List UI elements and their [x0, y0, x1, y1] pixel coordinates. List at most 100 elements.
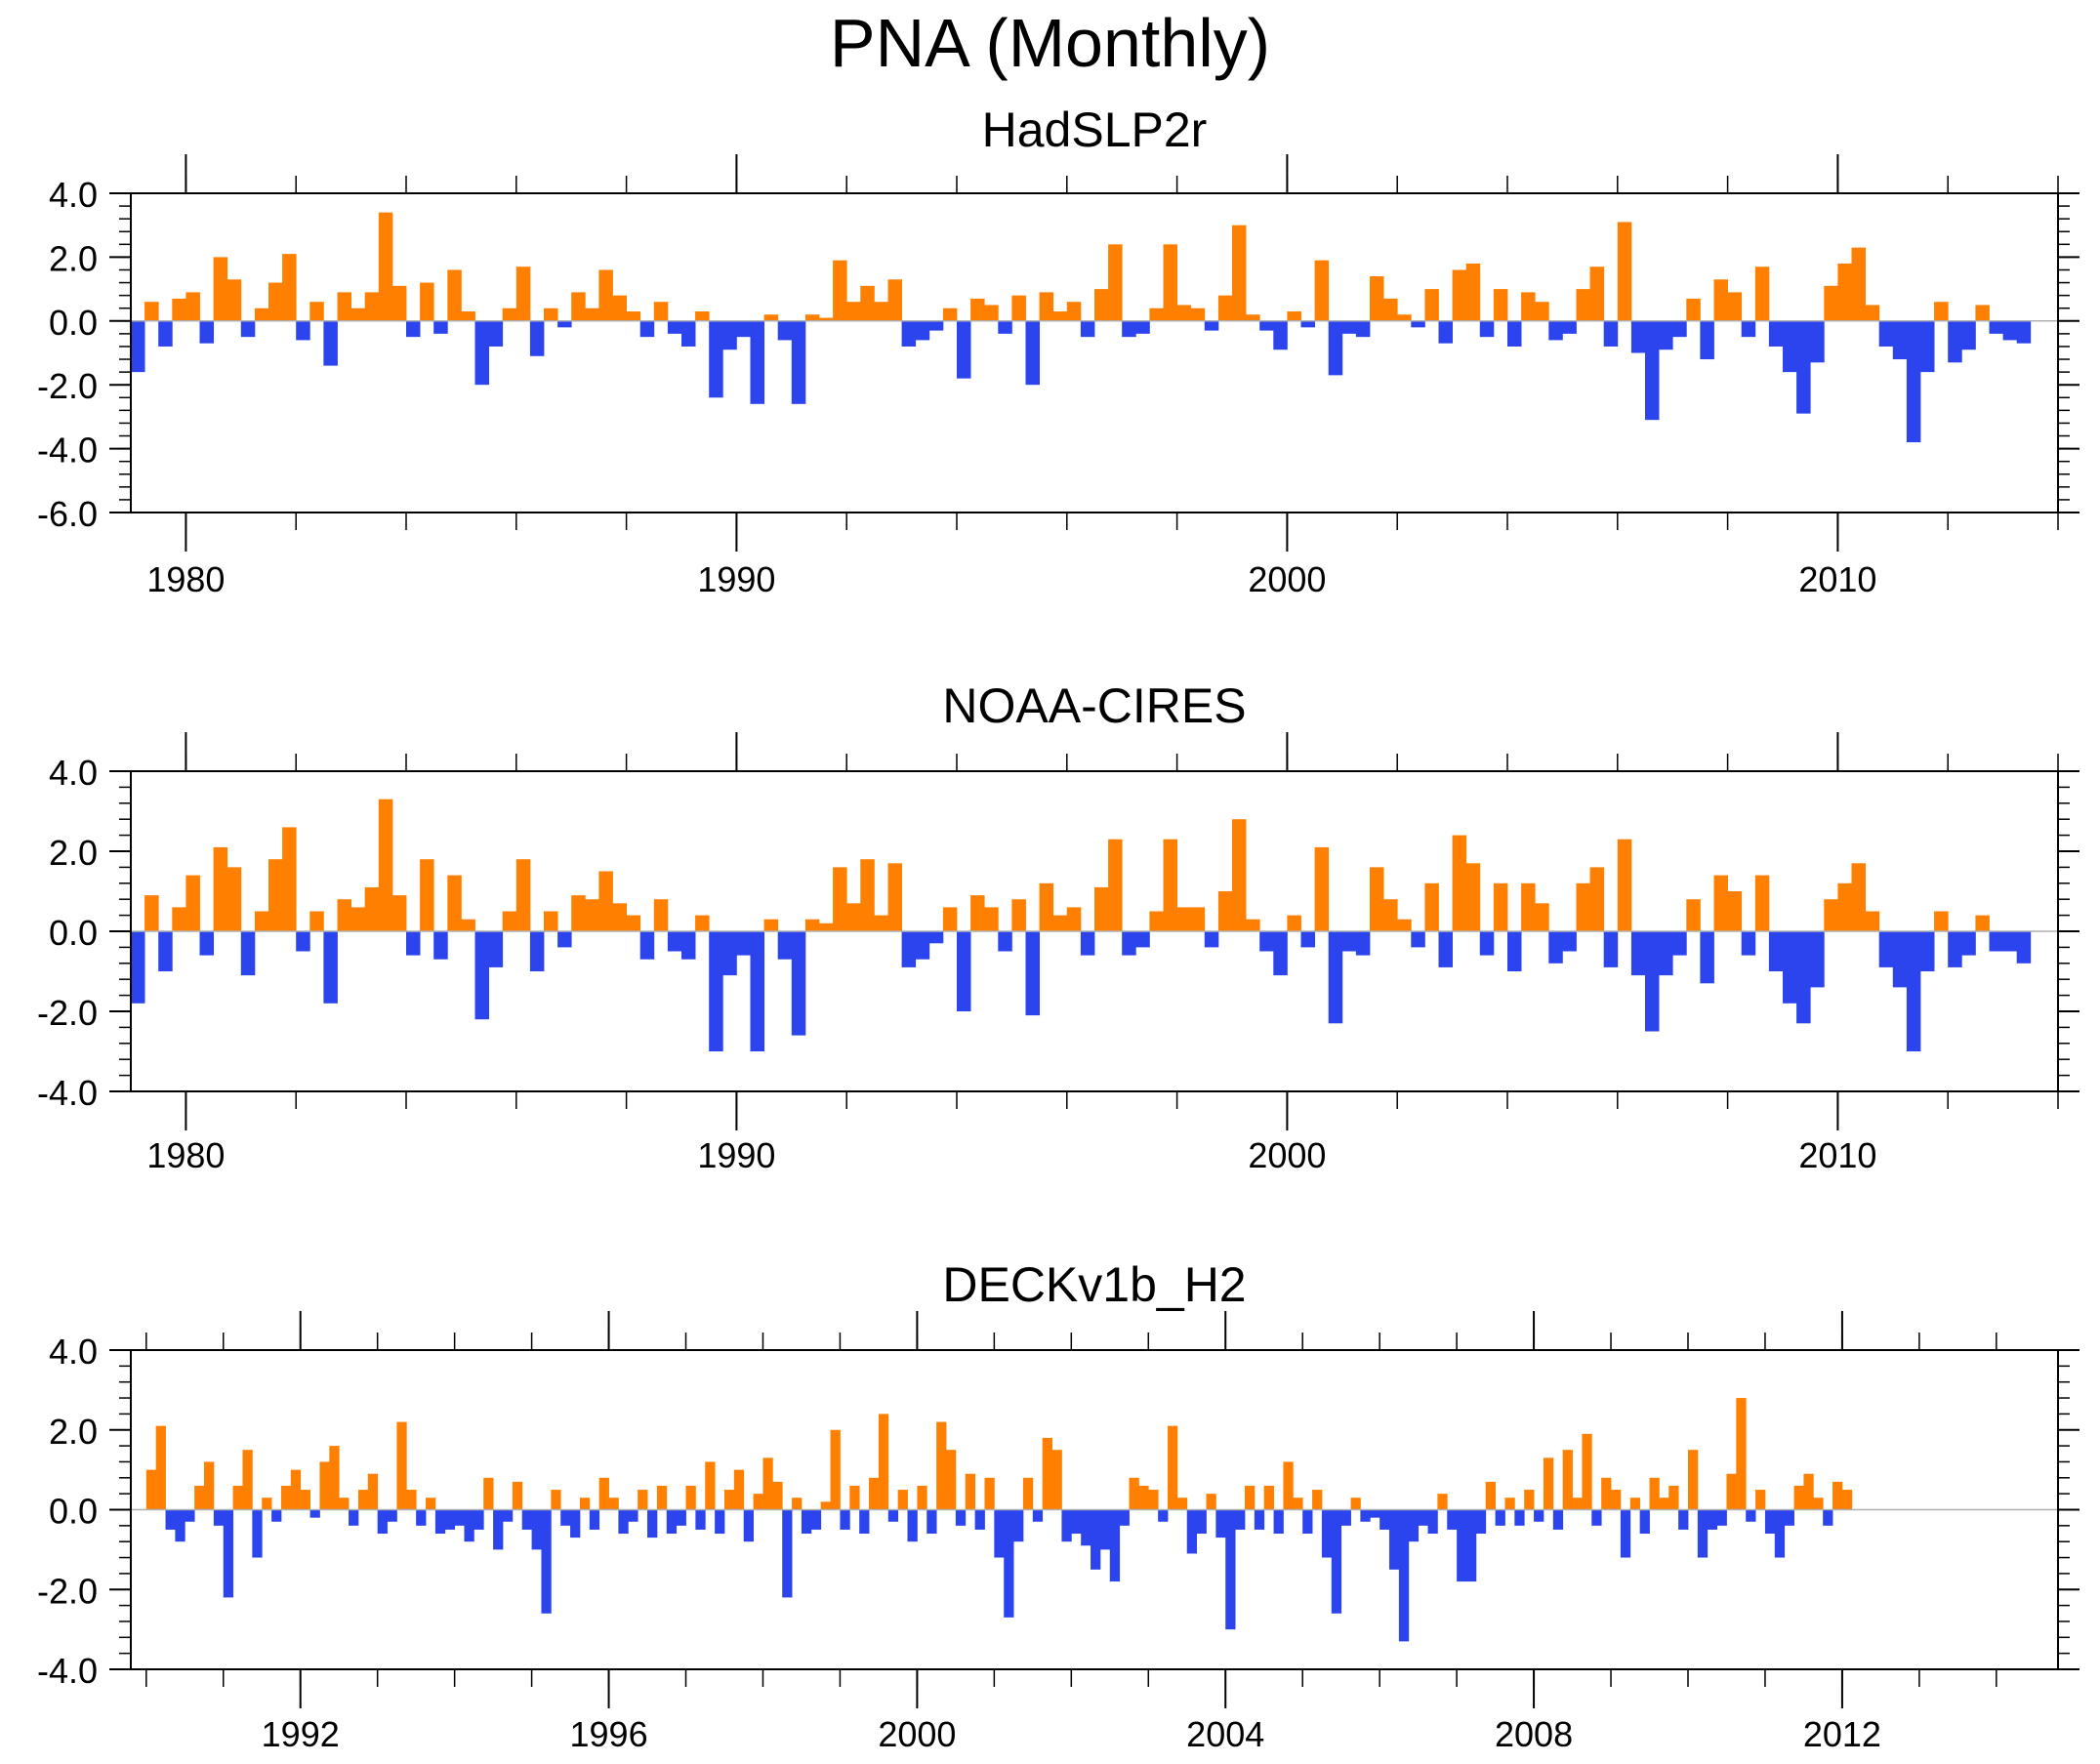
negative-bar	[493, 1509, 504, 1550]
positive-bar	[1521, 882, 1536, 931]
negative-bar	[1273, 931, 1288, 976]
negative-bar	[1013, 1509, 1024, 1542]
positive-bar	[638, 1490, 648, 1510]
negative-bar	[131, 931, 145, 1004]
negative-bar	[387, 1509, 397, 1522]
negative-bar	[1768, 931, 1784, 971]
positive-bar	[1350, 1497, 1361, 1510]
negative-bar	[676, 1509, 686, 1526]
negative-bar	[296, 320, 310, 341]
positive-bar	[213, 846, 228, 931]
positive-bar	[357, 1490, 369, 1510]
negative-bar	[1495, 1509, 1505, 1526]
positive-bar	[1524, 1490, 1535, 1510]
positive-bar	[598, 269, 613, 321]
positive-bar	[846, 302, 861, 321]
negative-bar	[1961, 931, 1976, 956]
positive-bar	[1424, 882, 1439, 931]
positive-bar	[1589, 867, 1605, 931]
y-tick-label: 2.0	[49, 1412, 98, 1452]
positive-bar	[598, 1477, 609, 1510]
negative-bar	[213, 1509, 225, 1526]
negative-bar	[994, 1509, 1005, 1558]
positive-bar	[1383, 298, 1398, 321]
positive-bar	[860, 285, 875, 321]
negative-bar	[1645, 320, 1660, 421]
negative-bar	[667, 320, 682, 334]
positive-bar	[887, 279, 902, 321]
positive-bar	[1437, 1494, 1448, 1510]
negative-bar	[1700, 931, 1714, 984]
positive-bar	[1370, 276, 1384, 321]
negative-bar	[1135, 320, 1150, 334]
positive-bar	[571, 895, 586, 931]
negative-bar	[1906, 320, 1921, 443]
negative-bar	[1948, 320, 1962, 363]
negative-bar	[1427, 1509, 1438, 1535]
positive-bar	[1726, 1473, 1737, 1510]
positive-bar	[874, 302, 888, 321]
negative-bar	[502, 1509, 514, 1522]
negative-bar	[709, 320, 723, 398]
positive-bar	[350, 308, 366, 321]
positive-bar	[1108, 244, 1123, 321]
negative-bar	[1235, 1509, 1246, 1530]
negative-bar	[791, 931, 806, 1036]
negative-bar	[750, 931, 764, 1051]
positive-bar	[763, 314, 779, 321]
negative-bar	[1447, 1509, 1458, 1530]
positive-bar	[1283, 1461, 1294, 1510]
x-tick-label: 2000	[1248, 1135, 1326, 1175]
positive-bar	[378, 212, 393, 321]
panel-title: HadSLP2r	[982, 103, 1208, 157]
positive-bar	[461, 310, 475, 321]
positive-bar	[1576, 289, 1590, 321]
negative-bar	[1591, 1509, 1602, 1526]
negative-bar	[1892, 931, 1908, 988]
positive-bar	[1094, 289, 1109, 321]
positive-bar	[337, 292, 351, 321]
negative-bar	[1370, 1509, 1380, 1518]
positive-bar	[1168, 1425, 1178, 1510]
negative-bar	[722, 320, 737, 350]
y-tick-label: -2.0	[37, 993, 98, 1033]
negative-bar	[1620, 1509, 1631, 1558]
positive-bar	[242, 1450, 253, 1510]
positive-bar	[1163, 244, 1177, 321]
negative-bar	[1562, 320, 1577, 334]
positive-bar	[1314, 260, 1330, 321]
positive-bar	[364, 886, 380, 931]
negative-bar	[474, 1509, 484, 1530]
negative-bar	[1774, 1509, 1786, 1558]
negative-bar	[618, 1509, 629, 1535]
positive-bar	[1263, 1485, 1274, 1510]
negative-bar	[2002, 320, 2018, 341]
negative-bar	[165, 1509, 176, 1530]
positive-bar	[1163, 839, 1177, 931]
x-tick-label: 2010	[1798, 1135, 1876, 1175]
positive-bar	[1649, 1477, 1660, 1510]
negative-bar	[1603, 931, 1619, 967]
positive-bar	[262, 1497, 272, 1510]
positive-bar	[1572, 1497, 1583, 1510]
positive-bar	[1246, 919, 1260, 931]
negative-bar	[1398, 1509, 1410, 1642]
y-tick-label: -4.0	[37, 1073, 98, 1113]
negative-bar	[1225, 1509, 1236, 1630]
positive-bar	[204, 1461, 215, 1510]
positive-bar	[1865, 305, 1880, 321]
negative-bar	[377, 1509, 388, 1535]
positive-bar	[1176, 305, 1192, 321]
positive-bar	[1287, 310, 1301, 321]
negative-bar	[309, 1509, 320, 1518]
panel-2: NOAA-CIRES 4.0 2.0 0.0 -2.0 -4.0 1980 1990 2000 2…	[37, 678, 2079, 1175]
negative-bar	[1697, 1509, 1709, 1558]
positive-bar	[1686, 899, 1701, 931]
y-tick-label: -2.0	[37, 1571, 98, 1611]
negative-bar	[1948, 931, 1962, 967]
positive-bar	[502, 308, 517, 321]
x-tick-label: 1990	[697, 559, 775, 599]
negative-bar	[1273, 320, 1288, 350]
positive-bar	[1934, 302, 1949, 321]
negative-bar	[639, 931, 655, 960]
